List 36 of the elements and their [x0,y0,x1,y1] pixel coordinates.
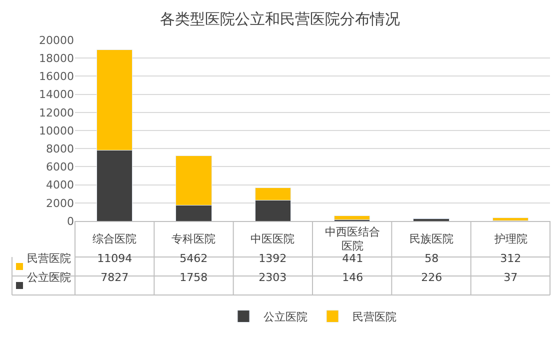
y-tick-label: 10000 [39,124,74,138]
data-label: 226 [421,271,442,284]
y-tick-label: 6000 [46,160,74,174]
legend-label: 民营医院 [352,310,396,324]
data-label: 146 [342,271,364,284]
data-label: 1392 [258,252,287,265]
x-tick-label: 专科医院 [172,232,216,246]
text: 公立医院 [27,271,71,284]
data-label: 37 [504,271,518,284]
bar [334,215,370,220]
y-tick-label: 16000 [39,70,74,84]
y-tick-label: 20000 [39,34,74,47]
text: 民营医院 [27,252,71,265]
data-label: 1758 [180,271,208,284]
x-tick-label: 民族医院 [410,232,454,246]
data-label: 2303 [258,271,287,284]
data-label: 5462 [180,252,208,265]
x-tick-label: 护理院 [494,232,528,246]
y-tick-label: 0 [67,214,74,228]
y-tick-label: 14000 [39,88,74,102]
data-label: 441 [342,252,364,265]
legend-label: 公立医院 [264,310,308,324]
x-tick-label: 中医医院 [250,232,295,246]
data-label: 11094 [97,252,132,265]
data-label: 58 [424,252,439,265]
chart-title: 各类型医院公立和民营医院分布情况 [160,10,400,28]
y-tick-label: 8000 [46,142,74,156]
data-label: 7827 [100,271,129,284]
data-label: 312 [500,252,522,265]
x-tick-label: 综合医院 [92,232,137,246]
y-tick-label: 4000 [46,178,74,192]
x-tick-label: 中西医结合医院 [325,225,380,253]
y-tick-label: 18000 [39,52,74,65]
y-tick-label: 12000 [39,106,74,120]
y-tick-label: 2000 [46,196,74,210]
bar [492,218,528,221]
